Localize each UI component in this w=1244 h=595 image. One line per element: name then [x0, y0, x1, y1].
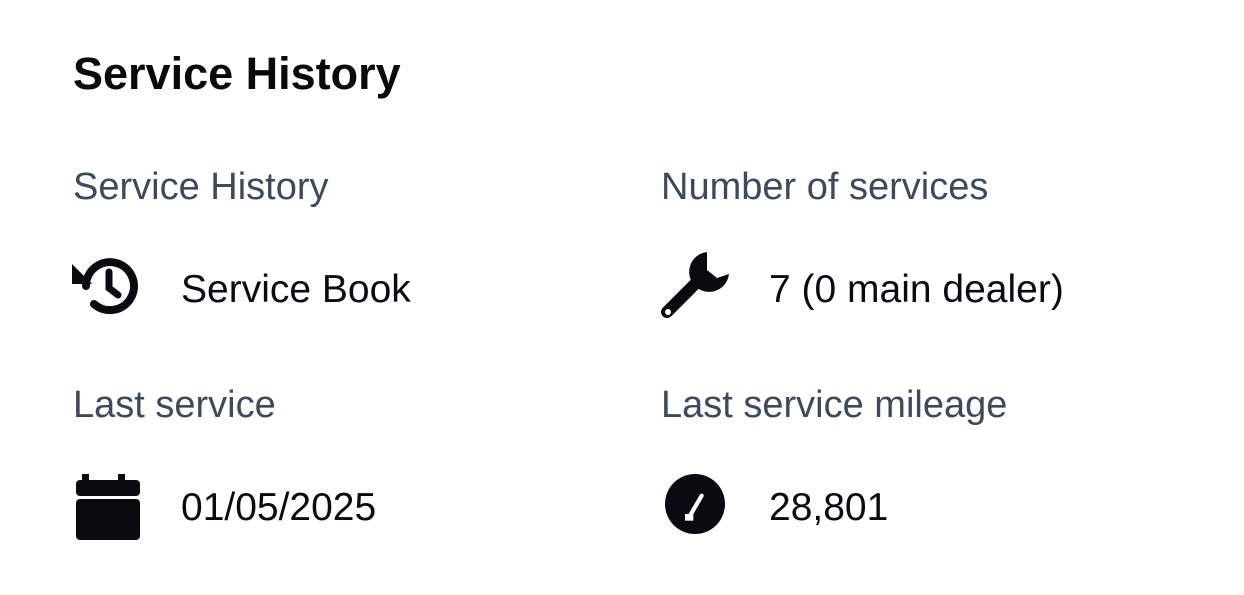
- speedometer-icon: [659, 474, 731, 534]
- field-value-number-of-services: 7 (0 main dealer): [769, 268, 1064, 311]
- field-label-last-service-mileage: Last service mileage: [661, 384, 1008, 426]
- wrench-icon: [659, 250, 731, 322]
- calendar-icon: [74, 468, 146, 540]
- section-title: Service History: [73, 48, 401, 99]
- field-value-last-service: 01/05/2025: [181, 486, 377, 529]
- field-label-number-of-services: Number of services: [661, 166, 989, 208]
- field-value-last-service-mileage: 28,801: [769, 486, 889, 529]
- field-value-service-history: Service Book: [181, 268, 411, 311]
- history-icon: [72, 250, 144, 322]
- field-label-last-service: Last service: [73, 384, 276, 426]
- field-label-service-history: Service History: [73, 166, 329, 208]
